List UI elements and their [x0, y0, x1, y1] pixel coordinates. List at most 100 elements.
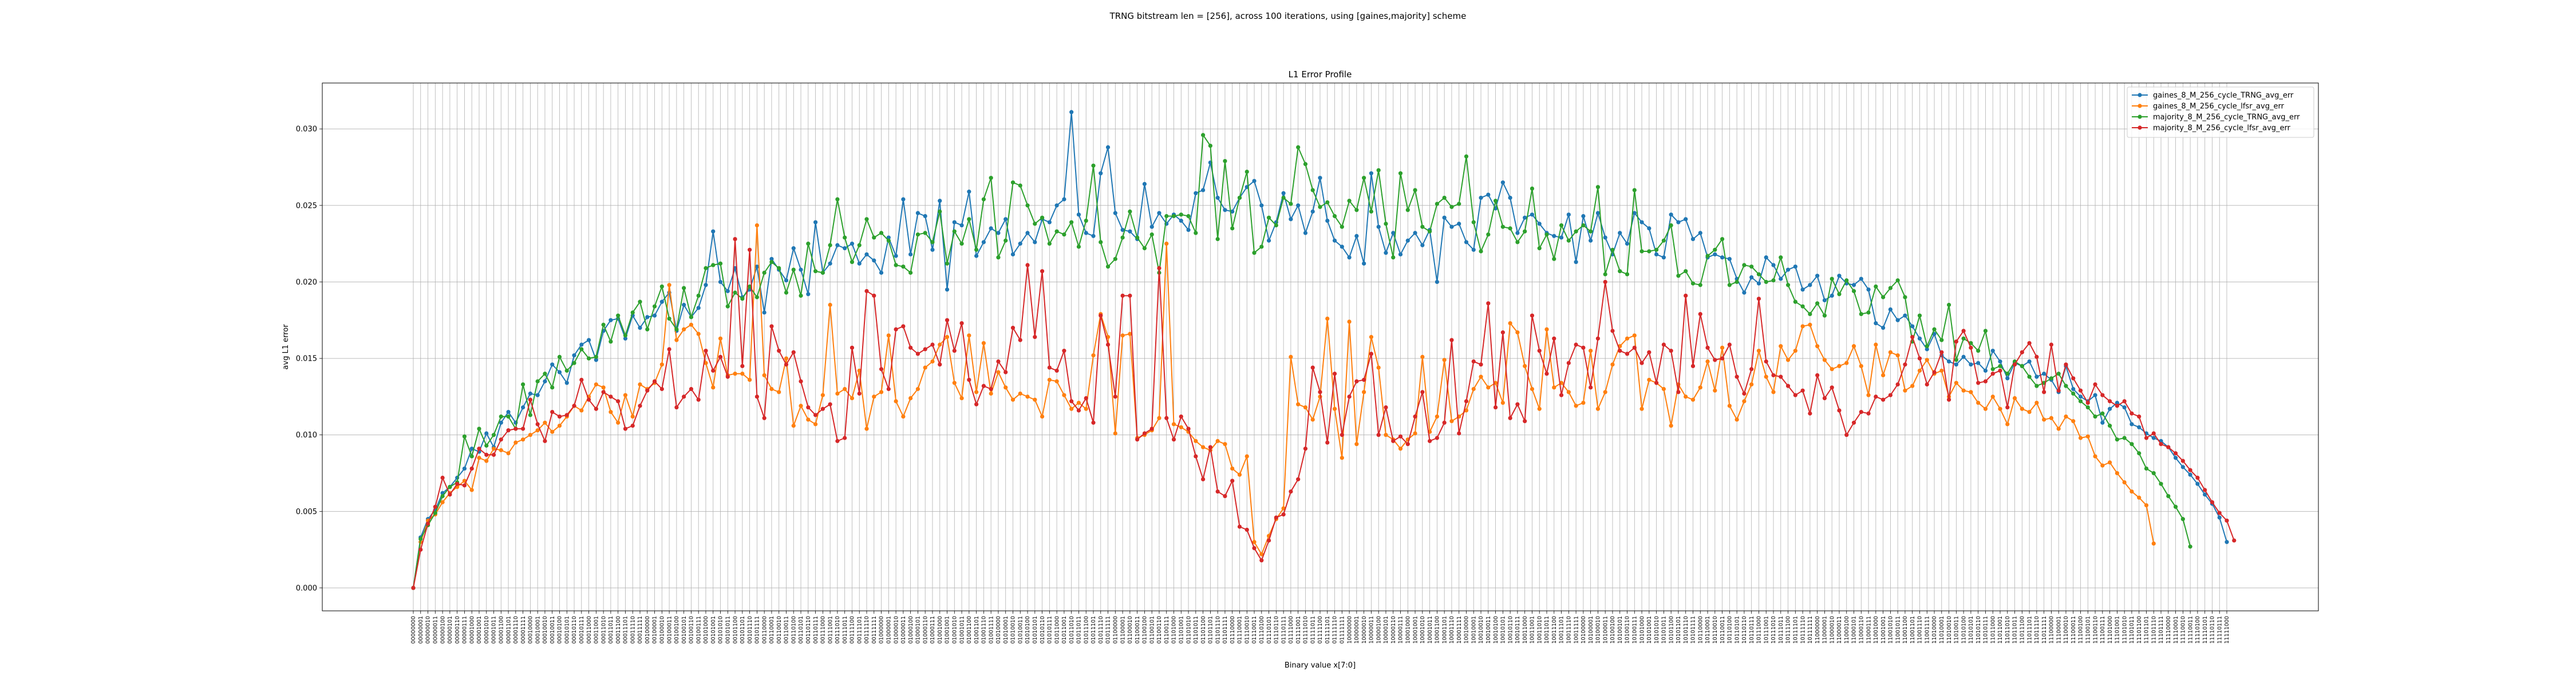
data-point: [601, 322, 606, 327]
x-tick-label: 11001100: [1902, 616, 1909, 643]
x-tick-label: 01011011: [1076, 616, 1082, 643]
data-point: [1435, 414, 1439, 419]
data-point: [1785, 384, 1791, 388]
x-tick-label: 10010110: [1507, 616, 1514, 643]
data-point: [2005, 372, 2010, 376]
x-tick-label: 00111100: [850, 616, 856, 643]
data-point: [1552, 385, 1556, 390]
data-point: [1793, 299, 1797, 304]
x-tick-label: 00011001: [594, 616, 600, 643]
data-point: [1983, 379, 1988, 384]
data-point: [1435, 279, 1439, 285]
data-point: [843, 246, 847, 251]
data-point: [1033, 222, 1037, 226]
data-point: [2210, 500, 2215, 504]
data-point: [959, 321, 964, 326]
data-point: [609, 318, 613, 322]
data-point: [828, 402, 832, 406]
x-tick-label: 11001000: [1873, 616, 1879, 643]
x-tick-label: 10111000: [1756, 616, 1763, 643]
x-tick-label: 01011111: [1105, 616, 1112, 643]
x-tick-label: 00010010: [542, 616, 548, 643]
data-point: [1413, 188, 1417, 192]
x-tick-label: 00101101: [740, 616, 746, 643]
x-tick-label: 00000100: [440, 616, 446, 643]
data-point: [1969, 345, 1973, 350]
data-point: [864, 217, 869, 222]
data-point: [754, 223, 759, 228]
data-point: [915, 386, 920, 392]
data-point: [1925, 358, 1929, 362]
x-tick-label: 11000100: [1844, 616, 1850, 643]
data-point: [843, 436, 847, 440]
data-point: [1105, 335, 1111, 339]
data-point: [872, 394, 876, 399]
x-tick-label: 10110101: [1734, 616, 1740, 643]
data-point: [1684, 217, 1688, 222]
x-tick-label: 11100101: [2085, 616, 2091, 643]
y-tick-label: 0.020: [296, 278, 317, 287]
x-tick-label: 01000110: [922, 616, 929, 643]
data-point: [2203, 492, 2207, 497]
data-point: [1325, 200, 1330, 205]
data-point: [645, 388, 650, 393]
data-point: [1003, 238, 1008, 243]
data-point: [2100, 411, 2105, 416]
data-point: [996, 359, 1001, 364]
data-point: [1128, 293, 1132, 298]
data-point: [1252, 251, 1257, 255]
data-point: [1091, 420, 1096, 425]
x-tick-label: 01110101: [1266, 616, 1273, 643]
data-point: [828, 261, 832, 266]
data-point: [1215, 439, 1220, 443]
x-tick-label: 00011000: [586, 616, 592, 643]
x-tick-label: 00101111: [754, 616, 761, 643]
data-point: [491, 433, 496, 437]
data-point: [952, 229, 957, 234]
data-point: [725, 289, 730, 294]
data-point: [1720, 255, 1725, 260]
x-tick-label: 00110110: [805, 616, 812, 643]
data-point: [477, 427, 481, 431]
figure-suptitle: TRNG bitstream len = [256], across 100 i…: [1109, 11, 1467, 21]
data-point: [894, 327, 898, 331]
data-point: [1895, 353, 1900, 358]
data-point: [2078, 388, 2083, 393]
data-point: [2020, 406, 2024, 411]
data-point: [1808, 322, 1812, 327]
x-tick-label: 10100110: [1625, 616, 1631, 643]
x-tick-label: 01000011: [900, 616, 907, 643]
x-tick-label: 01010000: [995, 616, 1002, 643]
x-tick-label: 01111100: [1317, 616, 1323, 643]
data-point: [513, 440, 518, 445]
data-point: [433, 511, 437, 515]
data-point: [1639, 249, 1644, 254]
data-point: [835, 391, 840, 396]
data-point: [1464, 154, 1469, 159]
data-point: [1779, 277, 1783, 281]
data-point: [572, 404, 576, 408]
data-point: [1742, 263, 1747, 267]
x-tick-label: 11010110: [1976, 616, 1982, 643]
data-point: [689, 386, 694, 392]
data-point: [754, 264, 759, 269]
data-point: [2005, 405, 2010, 410]
data-point: [1303, 447, 1308, 451]
data-point: [2093, 414, 2097, 419]
x-tick-label: 01011101: [1091, 616, 1097, 643]
data-point: [1471, 359, 1476, 364]
data-point: [791, 246, 796, 251]
data-point: [1062, 197, 1066, 202]
x-tick-label: 11101000: [2107, 616, 2113, 643]
x-tick-label: 00010101: [564, 616, 570, 643]
data-point: [1946, 397, 1951, 402]
data-point: [1113, 211, 1117, 215]
data-point: [711, 263, 716, 267]
data-point: [1720, 236, 1725, 242]
data-point: [667, 283, 671, 287]
data-point: [1449, 224, 1454, 229]
data-point: [630, 424, 635, 428]
data-point: [1800, 324, 1805, 329]
data-point: [1735, 279, 1739, 285]
data-point: [1281, 512, 1286, 517]
